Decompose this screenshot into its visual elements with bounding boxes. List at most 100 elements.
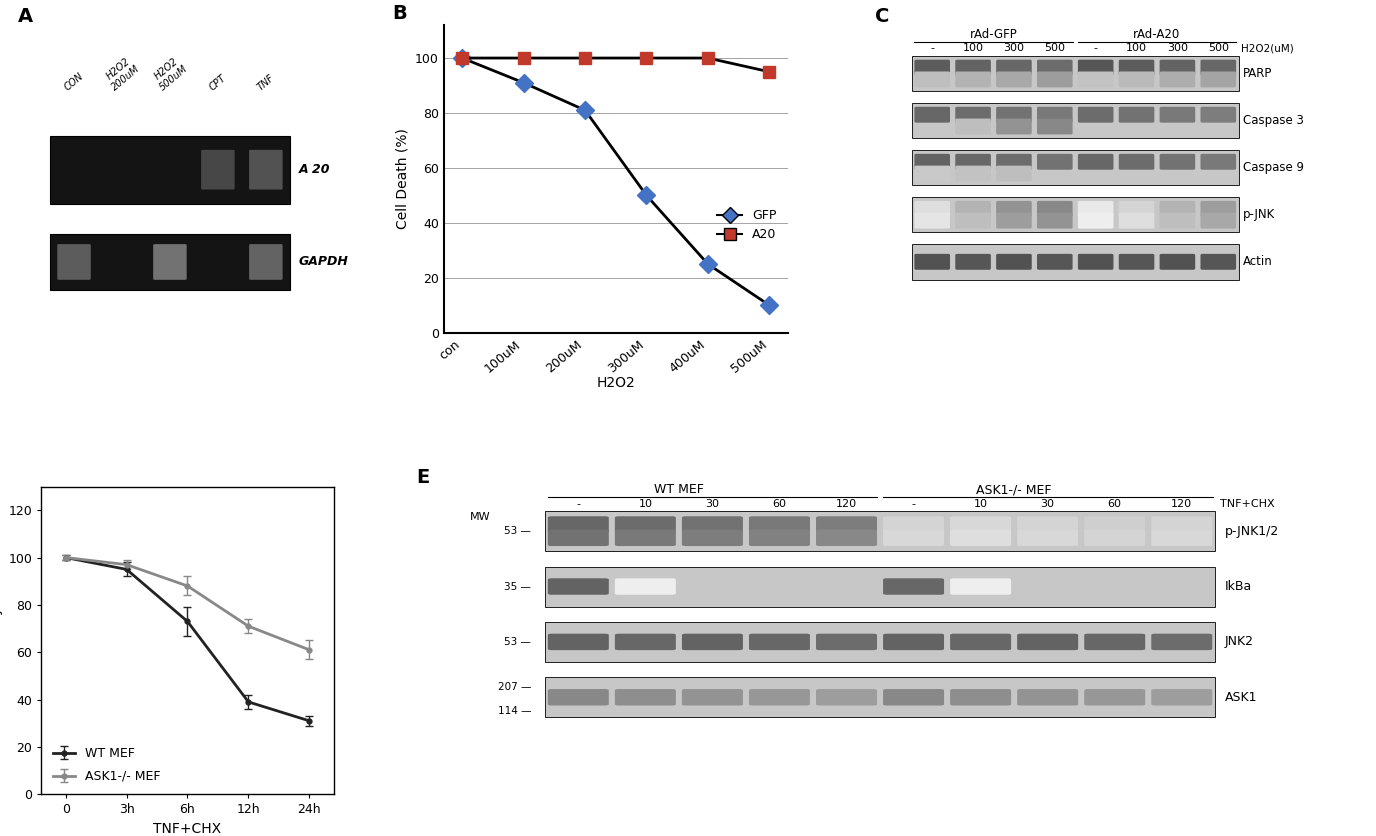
GFP xyxy=(761,300,777,310)
Text: Actin: Actin xyxy=(1244,255,1273,268)
FancyBboxPatch shape xyxy=(955,72,991,88)
FancyBboxPatch shape xyxy=(50,234,290,289)
Text: H2O2
500uM: H2O2 500uM xyxy=(150,55,190,93)
FancyBboxPatch shape xyxy=(548,634,608,650)
FancyBboxPatch shape xyxy=(153,244,187,280)
A20 xyxy=(638,53,655,63)
Text: TNF: TNF xyxy=(256,73,277,93)
FancyBboxPatch shape xyxy=(615,579,676,594)
Text: 114 —: 114 — xyxy=(498,706,531,716)
Text: CPT: CPT xyxy=(208,73,228,93)
Text: -: - xyxy=(911,499,915,509)
FancyBboxPatch shape xyxy=(1077,59,1113,75)
FancyBboxPatch shape xyxy=(615,517,676,533)
Text: PARP: PARP xyxy=(1244,67,1273,80)
FancyBboxPatch shape xyxy=(1160,201,1196,217)
FancyBboxPatch shape xyxy=(816,529,877,546)
Text: TNF+CHX: TNF+CHX xyxy=(1221,499,1274,509)
Text: JNK2: JNK2 xyxy=(1225,635,1254,649)
FancyBboxPatch shape xyxy=(816,634,877,650)
FancyBboxPatch shape xyxy=(949,529,1011,546)
FancyBboxPatch shape xyxy=(1077,212,1113,228)
Text: E: E xyxy=(416,468,429,487)
FancyBboxPatch shape xyxy=(545,567,1215,607)
FancyBboxPatch shape xyxy=(1077,107,1113,123)
FancyBboxPatch shape xyxy=(912,197,1238,232)
FancyBboxPatch shape xyxy=(1160,254,1196,270)
Line: A20: A20 xyxy=(455,52,776,78)
FancyBboxPatch shape xyxy=(955,107,991,123)
FancyBboxPatch shape xyxy=(1160,212,1196,228)
Text: -: - xyxy=(577,499,581,509)
Text: ASK1: ASK1 xyxy=(1225,691,1256,704)
Text: 60: 60 xyxy=(1108,499,1121,509)
GFP xyxy=(638,191,655,201)
FancyBboxPatch shape xyxy=(749,634,810,650)
Text: 500: 500 xyxy=(1044,43,1065,54)
Text: 100: 100 xyxy=(1126,43,1148,54)
FancyBboxPatch shape xyxy=(682,689,743,706)
A20 xyxy=(454,53,471,63)
FancyBboxPatch shape xyxy=(949,689,1011,706)
FancyBboxPatch shape xyxy=(1038,107,1073,123)
FancyBboxPatch shape xyxy=(1038,154,1073,170)
FancyBboxPatch shape xyxy=(1077,254,1113,270)
X-axis label: H2O2: H2O2 xyxy=(596,376,636,390)
FancyBboxPatch shape xyxy=(249,244,282,280)
FancyBboxPatch shape xyxy=(915,212,949,228)
FancyBboxPatch shape xyxy=(915,72,949,88)
FancyBboxPatch shape xyxy=(915,154,949,170)
FancyBboxPatch shape xyxy=(1152,529,1212,546)
FancyBboxPatch shape xyxy=(915,201,949,217)
Text: 53 —: 53 — xyxy=(504,637,531,647)
Text: 53 —: 53 — xyxy=(504,526,531,536)
FancyBboxPatch shape xyxy=(955,154,991,170)
FancyBboxPatch shape xyxy=(548,529,608,546)
FancyBboxPatch shape xyxy=(816,689,877,706)
FancyBboxPatch shape xyxy=(1119,201,1154,217)
FancyBboxPatch shape xyxy=(915,254,949,270)
FancyBboxPatch shape xyxy=(912,103,1238,138)
FancyBboxPatch shape xyxy=(996,119,1032,135)
FancyBboxPatch shape xyxy=(996,72,1032,88)
Text: Caspase 3: Caspase 3 xyxy=(1244,114,1304,127)
FancyBboxPatch shape xyxy=(749,517,810,533)
Text: 120: 120 xyxy=(1171,499,1193,509)
FancyBboxPatch shape xyxy=(1119,59,1154,75)
Text: rAd-A20: rAd-A20 xyxy=(1134,28,1181,41)
Text: C: C xyxy=(875,7,889,26)
Text: 30: 30 xyxy=(1040,499,1054,509)
FancyBboxPatch shape xyxy=(915,107,949,123)
FancyBboxPatch shape xyxy=(548,579,608,594)
Text: 60: 60 xyxy=(772,499,787,509)
Text: 500: 500 xyxy=(1208,43,1229,54)
FancyBboxPatch shape xyxy=(749,689,810,706)
FancyBboxPatch shape xyxy=(816,517,877,533)
FancyBboxPatch shape xyxy=(1160,72,1196,88)
Text: B: B xyxy=(392,3,407,23)
FancyBboxPatch shape xyxy=(1077,201,1113,217)
FancyBboxPatch shape xyxy=(996,254,1032,270)
Text: -: - xyxy=(1094,43,1098,54)
FancyBboxPatch shape xyxy=(1200,107,1236,123)
FancyBboxPatch shape xyxy=(1200,212,1236,228)
FancyBboxPatch shape xyxy=(949,517,1011,533)
FancyBboxPatch shape xyxy=(1038,201,1073,217)
FancyBboxPatch shape xyxy=(1017,689,1079,706)
FancyBboxPatch shape xyxy=(1077,154,1113,170)
FancyBboxPatch shape xyxy=(1017,517,1079,533)
FancyBboxPatch shape xyxy=(545,511,1215,551)
Y-axis label: Cell viability %: Cell viability % xyxy=(0,589,3,692)
FancyBboxPatch shape xyxy=(955,166,991,181)
Text: ASK1-/- MEF: ASK1-/- MEF xyxy=(977,483,1051,496)
FancyBboxPatch shape xyxy=(1119,154,1154,170)
FancyBboxPatch shape xyxy=(682,529,743,546)
Text: 100: 100 xyxy=(963,43,984,54)
Text: 10: 10 xyxy=(638,499,652,509)
Text: rAd-GFP: rAd-GFP xyxy=(970,28,1017,41)
FancyBboxPatch shape xyxy=(955,201,991,217)
FancyBboxPatch shape xyxy=(615,634,676,650)
FancyBboxPatch shape xyxy=(1200,201,1236,217)
FancyBboxPatch shape xyxy=(1084,689,1145,706)
Text: -: - xyxy=(930,43,934,54)
